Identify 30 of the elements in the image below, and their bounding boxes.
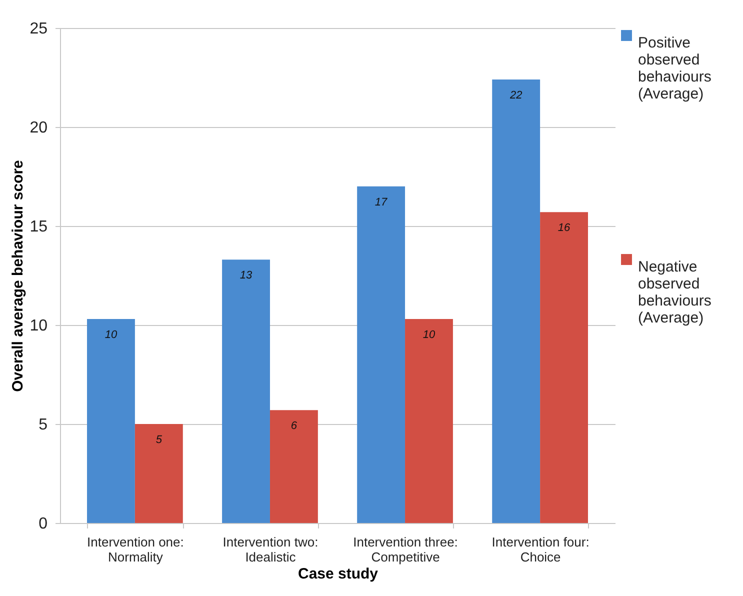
x-tick-label: Intervention one: Normality (87, 534, 184, 564)
y-axis-title: Overall average behaviour score (10, 160, 27, 392)
bar (357, 186, 406, 523)
bar (222, 260, 270, 523)
bar (87, 319, 135, 523)
bar (405, 319, 453, 523)
data-label: 17 (374, 196, 388, 208)
y-tick-label: 10 (30, 318, 48, 334)
data-label: 22 (508, 89, 522, 102)
data-label: 13 (240, 270, 254, 282)
data-label: 16 (558, 222, 572, 234)
bar (270, 410, 318, 523)
data-label: 10 (422, 329, 436, 342)
bar (540, 212, 588, 523)
data-label: 10 (104, 329, 118, 342)
y-tick-label: 15 (30, 218, 48, 236)
x-tick-label: Intervention two: Idealistic (222, 534, 318, 564)
legend-label: Negative observed behaviours (Average) (638, 258, 712, 326)
bar (134, 424, 183, 523)
bar (492, 79, 540, 523)
legend-label: Positive observed behaviours (Average) (638, 34, 712, 102)
x-tick-label: Intervention four: Choice (492, 534, 590, 564)
x-axis-title: Case study (298, 566, 379, 582)
y-tick-label: 25 (30, 20, 48, 38)
y-tick-label: 5 (38, 416, 48, 434)
data-label: 6 (290, 420, 298, 432)
y-tick-label: 0 (38, 516, 48, 532)
y-tick-label: 20 (30, 120, 48, 136)
x-tick-label: Intervention three: Competitive (353, 534, 458, 564)
data-label: 5 (156, 434, 163, 446)
